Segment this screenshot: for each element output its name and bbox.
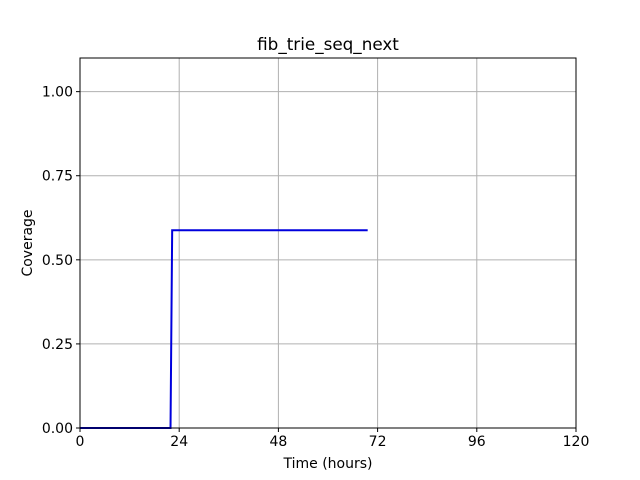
tick-layer: 0 24 48 72 96 120 0.00 0.25 0.50 0.75 1.00 (42, 85, 590, 450)
y-tick-label: 1.00 (42, 85, 73, 101)
x-tick-label: 0 (76, 434, 85, 450)
chart-title: fib_trie_seq_next (257, 34, 399, 55)
plot-frame (79, 57, 577, 429)
x-tick-label: 48 (269, 434, 287, 450)
x-tick-label: 120 (563, 434, 590, 450)
y-axis-label: Coverage (20, 209, 36, 276)
y-tick-label: 0.50 (42, 253, 73, 269)
y-tick-label: 0.75 (42, 169, 73, 185)
x-tick-label: 72 (369, 434, 387, 450)
grid-layer (79, 58, 577, 429)
x-tick-label: 24 (170, 434, 188, 450)
y-tick-label: 0.25 (42, 337, 73, 353)
x-axis-label: Time (hours) (283, 456, 373, 472)
y-tick-label: 0.00 (42, 421, 73, 437)
plot-area-background (80, 58, 576, 428)
x-tick-label: 96 (468, 434, 486, 450)
